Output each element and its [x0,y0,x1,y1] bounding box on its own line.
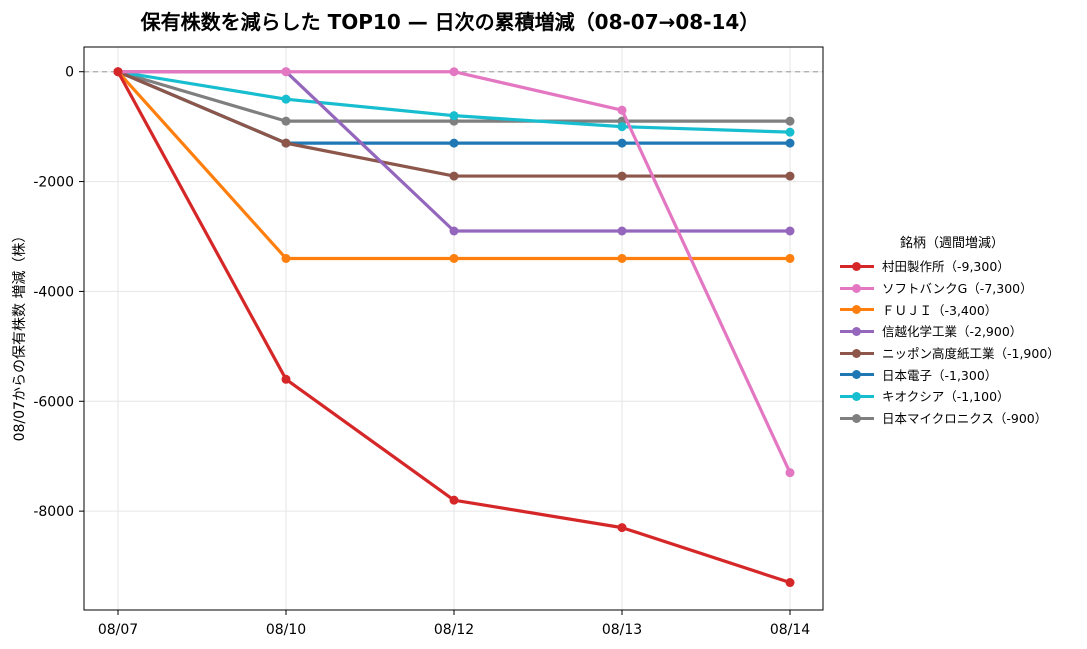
data-point [785,578,795,588]
legend-item: ＦＵＪＩ（-3,400） [832,298,1082,320]
data-point [449,111,459,121]
y-axis-label: 08/07からの保有株数 増減（株） [11,229,28,442]
legend-items: 村田製作所（-9,300） ソフトバンクG（-7,300） ＦＵＪＩ（-3,400）… [832,255,1082,429]
y-tick-label: 0 [65,65,74,81]
legend-item: キオクシア（-1,100） [832,385,1082,407]
axes: 08/07 08/10 08/12 08/13 08/14 0 -2000 -4000 -600… [33,65,810,638]
data-point [785,226,795,236]
data-point [617,253,627,263]
series-1 [113,67,795,588]
legend-item: 日本電子（-1,300） [832,363,1082,385]
legend-label: 日本マイクロニクス（-900） [882,411,1048,427]
y-tick-label: -2000 [33,175,74,191]
legend-swatch [840,260,874,272]
legend-swatch [840,347,874,359]
legend-label: 村田製作所（-9,300） [882,259,1010,275]
data-point [449,171,459,181]
data-point [281,116,291,126]
legend-item: 信越化学工業（-2,900） [832,320,1082,342]
legend-title: 銘柄（週間増減） [899,236,1004,251]
y-tick-label: -8000 [33,504,74,520]
x-tick-label: 08/14 [770,622,810,638]
data-point [785,171,795,181]
data-point [281,67,291,77]
x-tick-label: 08/07 [98,622,138,638]
data-point [617,122,627,132]
data-point [785,253,795,263]
legend: 銘柄（週間増減） 村田製作所（-9,300） ソフトバンクG（-7,300） ＦＵＪ… [832,232,1082,429]
data-point [449,67,459,77]
legend-swatch [840,282,874,294]
data-point [617,105,627,115]
legend-label: ニッポン高度紙工業（-1,900） [882,346,1060,362]
data-point [449,226,459,236]
legend-label: 信越化学工業（-2,900） [882,324,1023,340]
data-point [281,94,291,104]
legend-item: 日本マイクロニクス（-900） [832,407,1082,429]
series-lines [113,67,795,588]
grid-lines [84,47,823,610]
data-point [617,171,627,181]
data-point [281,253,291,263]
x-tick-label: 08/13 [602,622,642,638]
data-point [785,468,795,478]
data-point [617,226,627,236]
series-5 [113,67,795,181]
data-point [785,138,795,148]
data-point [785,127,795,137]
data-point [617,523,627,533]
legend-swatch [840,303,874,315]
x-tick-label: 08/10 [266,622,306,638]
legend-swatch [840,325,874,337]
legend-item: 村田製作所（-9,300） [832,255,1082,277]
chart-title: 保有株数を減らした TOP10 — 日次の累積増減（08-07→08-14） [140,10,760,34]
data-point [113,67,123,77]
series-8 [113,67,795,126]
data-point [281,138,291,148]
legend-swatch [840,412,874,424]
data-point [449,495,459,505]
legend-item: ソフトバンクG（-7,300） [832,277,1082,299]
data-point [449,138,459,148]
legend-label: 日本電子（-1,300） [882,367,998,383]
data-point [449,253,459,263]
legend-label: キオクシア（-1,100） [882,389,1010,405]
legend-swatch [840,390,874,402]
x-tick-label: 08/12 [434,622,474,638]
data-point [617,138,627,148]
y-tick-label: -6000 [33,394,74,410]
legend-label: ソフトバンクG（-7,300） [882,281,1033,297]
legend-item: ニッポン高度紙工業（-1,900） [832,342,1082,364]
data-point [785,116,795,126]
data-point [281,374,291,384]
y-tick-label: -4000 [33,284,74,300]
legend-label: ＦＵＪＩ（-3,400） [882,302,998,318]
legend-swatch [840,368,874,380]
